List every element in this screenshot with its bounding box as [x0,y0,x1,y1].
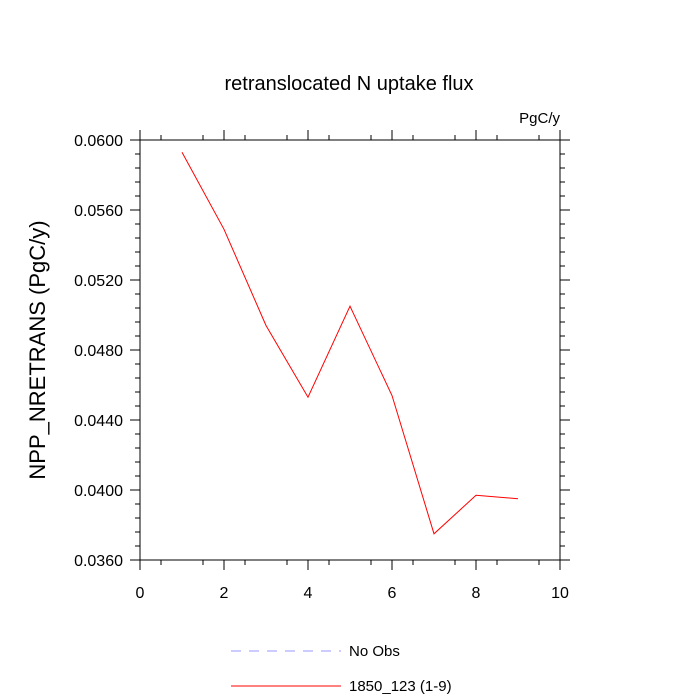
x-tick-label: 8 [472,585,481,602]
axis-ticks: 0 2 4 6 8 10 0.0360 0.0400 0.0440 0.0480 0.0520 0.0… [74,130,570,602]
x-tick-label: 4 [304,585,313,602]
x-tick-label: 10 [551,585,569,602]
units-label: PgC/y [519,110,560,127]
series-group [181,152,519,535]
y-tick-label: 0.0600 [74,133,123,150]
x-tick-label: 6 [388,585,397,602]
y-tick-label: 0.0440 [74,413,123,430]
x-tick-label: 0 [136,585,145,602]
y-tick-label: 0.0360 [74,553,123,570]
legend-label: No Obs [349,643,400,660]
y-axis-label: NPP_NRETRANS (PgC/y) [25,220,50,479]
y-tick-label: 0.0560 [74,203,123,220]
x-tick-label: 2 [220,585,229,602]
chart-title: retranslocated N uptake flux [224,73,473,95]
y-tick-label: 0.0520 [74,273,123,290]
y-tick-label: 0.0400 [74,483,123,500]
series-line [181,152,519,535]
legend-label: 1850_123 (1-9) [349,678,452,695]
legend: No Obs 1850_123 (1-9) [231,643,452,695]
y-tick-label: 0.0480 [74,343,123,360]
